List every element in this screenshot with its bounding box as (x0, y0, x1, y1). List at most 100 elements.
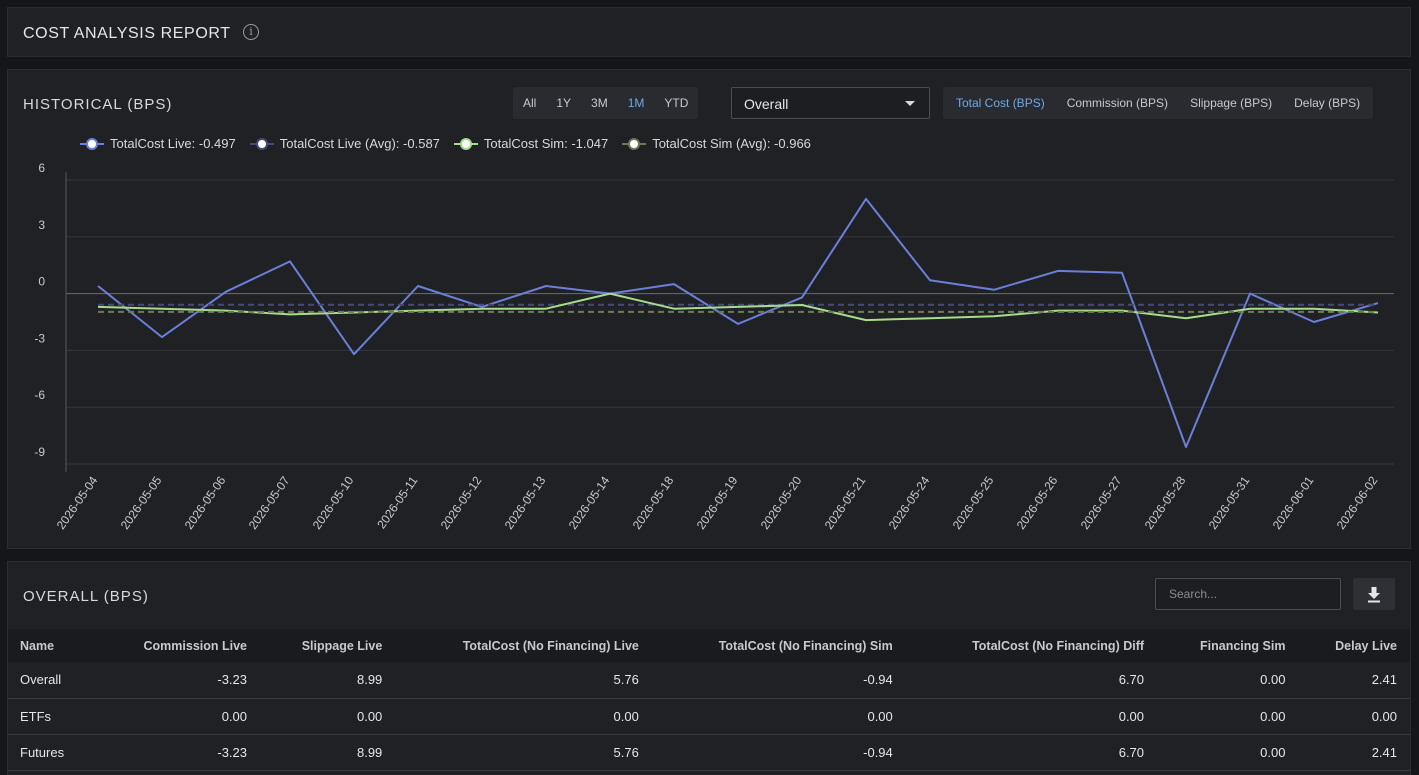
y-tick-label: 3 (38, 218, 45, 232)
table-cell: -0.94 (651, 734, 906, 771)
x-tick-label: 2026-05-05 (118, 473, 165, 532)
x-tick-label: 2026-06-02 (1334, 473, 1381, 532)
report-header: COST ANALYSIS REPORT i (7, 7, 1411, 57)
table-cell: 6.70 (905, 662, 1158, 699)
column-header[interactable]: TotalCost (No Financing) Live (462, 638, 639, 653)
series-line-totalcost-sim (97, 292, 1379, 322)
y-tick-label: -6 (34, 388, 45, 402)
range-button-all[interactable]: All (523, 96, 537, 110)
y-tick-label: -9 (34, 445, 45, 459)
table-cell: 0.00 (95, 698, 261, 735)
column-header[interactable]: TotalCost (No Financing) Sim (718, 638, 893, 653)
table-cell: 8.99 (260, 734, 396, 771)
chart-legend: TotalCost Live: -0.497 TotalCost Live (Av… (80, 136, 825, 151)
table-row[interactable]: Futures -3.23 8.99 5.76 -0.94 6.70 0.00 2.41 (8, 734, 1410, 771)
info-icon[interactable]: i (243, 24, 259, 40)
legend-marker-icon (80, 137, 104, 150)
legend-label: TotalCost Sim: -1.047 (483, 136, 609, 151)
table-cell: 0.00 (1298, 698, 1410, 735)
legend-marker-icon (453, 137, 478, 150)
column-header[interactable]: Commission Live (143, 638, 248, 653)
legend-label: TotalCost Live: -0.497 (110, 136, 236, 151)
table-cell: -0.94 (651, 662, 906, 699)
x-tick-label: 2026-05-21 (822, 473, 869, 532)
group-select[interactable]: Overall (731, 87, 930, 119)
y-tick-label: 0 (38, 275, 45, 289)
x-tick-label: 2026-05-07 (246, 473, 293, 532)
legend-label: TotalCost Sim (Avg): -0.966 (652, 136, 811, 151)
overall-title: OVERALL (BPS) (23, 588, 149, 605)
download-button[interactable] (1353, 578, 1395, 610)
column-header[interactable]: Name (20, 638, 55, 653)
range-selector: All 1Y 3M 1M YTD (513, 87, 699, 119)
metric-selector: Total Cost (BPS) Commission (BPS) Slippage… (943, 87, 1374, 119)
historical-chart: 6 3 0 -3 -6 -9 2026-05-04 2026-05-05 2026-05-06 2… (34, 161, 1394, 532)
table-header-row: Name Commission Live Slippage Live TotalCos… (8, 629, 1410, 662)
metric-button-total[interactable]: Total Cost (BPS) (956, 96, 1045, 110)
y-tick-label: 6 (38, 161, 45, 175)
x-tick-label: 2026-05-27 (1078, 473, 1125, 532)
overall-panel: OVERALL (BPS) Name Commission Live Slippag… (7, 561, 1411, 775)
legend-item[interactable]: TotalCost Live: -0.497 (80, 136, 236, 151)
legend-item[interactable]: TotalCost Sim: -1.047 (453, 136, 609, 151)
overall-table: Name Commission Live Slippage Live TotalCos… (8, 629, 1410, 771)
legend-marker-icon (249, 137, 274, 150)
historical-panel: 6 3 0 -3 -6 -9 2026-05-04 2026-05-05 2026-05-06 2… (7, 69, 1411, 549)
column-header[interactable]: Delay Live (1335, 638, 1397, 653)
table-body: Overall -3.23 8.99 5.76 -0.94 6.70 0.00 2.41 ETF… (8, 662, 1410, 771)
table-cell: 2.41 (1298, 734, 1410, 771)
x-tick-label: 2026-05-04 (54, 473, 101, 532)
x-tick-label: 2026-05-13 (502, 473, 549, 532)
table-cell: 0.00 (260, 698, 396, 735)
page-title: COST ANALYSIS REPORT (23, 25, 231, 42)
caret-down-icon (905, 101, 915, 106)
table-cell: -3.23 (95, 662, 261, 699)
range-button-ytd[interactable]: YTD (664, 96, 689, 110)
table-cell: 0.00 (1157, 662, 1299, 699)
legend-item[interactable]: TotalCost Sim (Avg): -0.966 (622, 136, 811, 151)
row-name-cell: Futures (8, 734, 96, 771)
range-button-3m[interactable]: 3M (591, 96, 608, 110)
x-tick-label: 2026-05-26 (1014, 473, 1061, 532)
range-button-1m[interactable]: 1M (627, 96, 645, 110)
table-row[interactable]: ETFs 0.00 0.00 0.00 0.00 0.00 0.00 0.00 (8, 698, 1410, 735)
table-cell: 0.00 (395, 698, 652, 735)
table-cell: 6.70 (905, 734, 1158, 771)
column-header[interactable]: Financing Sim (1200, 638, 1286, 653)
download-icon (1368, 587, 1380, 603)
table-cell: 0.00 (1157, 698, 1299, 735)
x-tick-label: 2026-05-19 (694, 473, 741, 532)
table-row[interactable]: Overall -3.23 8.99 5.76 -0.94 6.70 0.00 2.41 (8, 662, 1410, 699)
series-line-totalcost-live (97, 197, 1379, 448)
x-tick-label: 2026-05-18 (630, 473, 677, 532)
table-cell: 8.99 (260, 662, 396, 699)
row-name-cell: Overall (8, 662, 96, 699)
column-header[interactable]: TotalCost (No Financing) Diff (972, 638, 1145, 653)
x-tick-label: 2026-05-10 (310, 473, 357, 532)
search-input[interactable] (1155, 578, 1341, 610)
x-tick-label: 2026-05-31 (1206, 473, 1253, 532)
column-header[interactable]: Slippage Live (301, 638, 383, 653)
x-tick-label: 2026-05-20 (758, 473, 805, 532)
legend-item[interactable]: TotalCost Live (Avg): -0.587 (249, 136, 440, 151)
table-cell: 5.76 (395, 734, 652, 771)
x-tick-label: 2026-06-01 (1270, 473, 1317, 532)
row-name-cell: ETFs (8, 698, 96, 735)
x-tick-label: 2026-05-12 (438, 473, 485, 532)
table-cell: 0.00 (1157, 734, 1299, 771)
metric-button-commission[interactable]: Commission (BPS) (1066, 96, 1169, 110)
table-cell: 0.00 (651, 698, 906, 735)
x-tick-label: 2026-05-24 (886, 473, 933, 532)
group-select-value: Overall (744, 96, 789, 112)
x-tick-label: 2026-05-11 (374, 473, 420, 531)
legend-marker-icon (622, 137, 647, 150)
range-button-1y[interactable]: 1Y (556, 96, 572, 110)
y-tick-label: -3 (34, 331, 45, 345)
legend-label: TotalCost Live (Avg): -0.587 (279, 136, 440, 151)
x-tick-label: 2026-05-28 (1142, 473, 1189, 532)
metric-button-slippage[interactable]: Slippage (BPS) (1190, 96, 1273, 110)
x-tick-label: 2026-05-14 (566, 473, 613, 532)
table-cell: 5.76 (395, 662, 652, 699)
table-cell: -3.23 (95, 734, 261, 771)
metric-button-delay[interactable]: Delay (BPS) (1294, 96, 1361, 110)
